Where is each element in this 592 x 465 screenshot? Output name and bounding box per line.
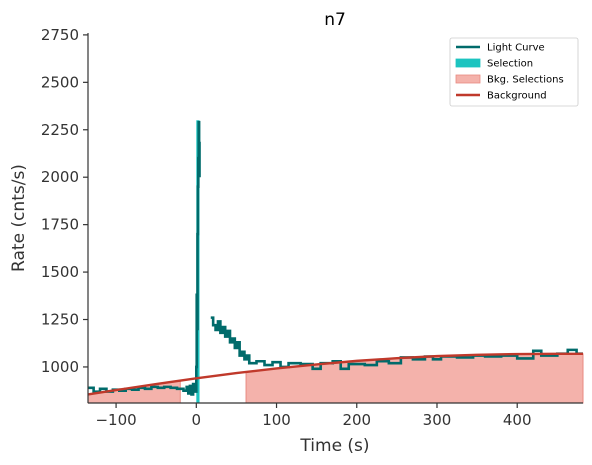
y-tick-label-3: 1750 xyxy=(41,216,79,234)
x-tick-label-1: 0 xyxy=(192,411,202,429)
legend-swatch-1 xyxy=(455,58,481,68)
light-curve-segment-0 xyxy=(88,120,201,396)
y-tick-label-7: 2750 xyxy=(41,26,79,44)
y-axis-ticks: 1000 1250 1500 1750 2000 2250 2500 2750 xyxy=(41,26,88,376)
background-fit-line xyxy=(87,352,583,396)
y-axis-label: Rate (cnts/s) xyxy=(9,164,29,272)
legend-box xyxy=(449,37,579,107)
plot-area xyxy=(87,120,584,404)
x-tick-label-2: 100 xyxy=(262,411,291,429)
background-fit xyxy=(87,352,583,396)
x-axis-label: Time (s) xyxy=(299,436,369,456)
y-tick-label-5: 2250 xyxy=(41,121,79,139)
x-tick-label-4: 300 xyxy=(423,411,452,429)
axes xyxy=(87,33,583,404)
y-tick-label-4: 2000 xyxy=(41,168,79,186)
legend-label-1: Selection xyxy=(487,59,533,70)
bkg-selection-1 xyxy=(245,353,584,404)
y-tick-label-1: 1250 xyxy=(41,311,79,329)
x-tick-label-0: −100 xyxy=(95,411,136,429)
x-axis-ticks: −100 0 100 200 300 400 xyxy=(95,403,532,429)
legend: Light Curve Selection Bkg. Selections Backg… xyxy=(449,37,579,107)
legend-label-0: Light Curve xyxy=(487,43,545,54)
y-tick-label-2: 1500 xyxy=(41,263,79,281)
y-tick-label-6: 2500 xyxy=(41,73,79,91)
legend-swatch-2 xyxy=(455,74,481,84)
light-curve-segment-1 xyxy=(210,316,583,371)
selection-region-base xyxy=(196,378,200,403)
chart-title: n7 xyxy=(324,10,346,30)
legend-label-3: Background xyxy=(487,91,547,102)
y-tick-label-0: 1000 xyxy=(41,358,79,376)
x-tick-label-3: 200 xyxy=(342,411,371,429)
legend-label-2: Bkg. Selections xyxy=(487,75,564,86)
x-tick-label-5: 400 xyxy=(503,411,532,429)
